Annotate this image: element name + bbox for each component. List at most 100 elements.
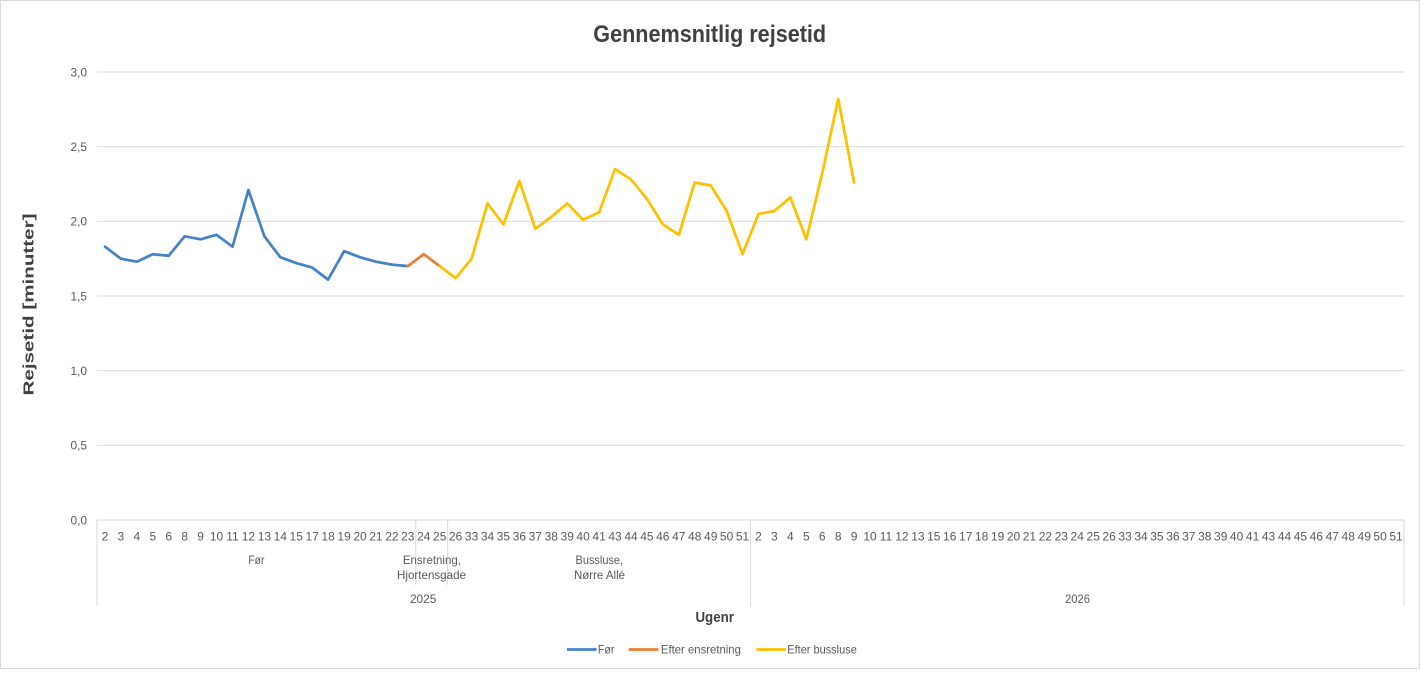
svg-text:2,5: 2,5 [71,140,88,154]
svg-text:37: 37 [529,530,543,544]
svg-text:2: 2 [755,530,762,544]
svg-text:Hjortensgade: Hjortensgade [397,568,466,582]
svg-text:48: 48 [688,530,702,544]
svg-text:5: 5 [149,530,156,544]
svg-text:47: 47 [1326,530,1340,544]
svg-text:22: 22 [385,530,399,544]
svg-text:6: 6 [819,530,826,544]
svg-text:0,0: 0,0 [71,513,88,527]
svg-text:51: 51 [1389,530,1403,544]
svg-text:43: 43 [608,530,622,544]
svg-text:3: 3 [118,530,125,544]
svg-text:35: 35 [497,530,511,544]
svg-text:41: 41 [592,530,606,544]
svg-text:9: 9 [851,530,858,544]
svg-text:36: 36 [513,530,527,544]
svg-text:15: 15 [927,530,941,544]
svg-text:20: 20 [353,530,367,544]
svg-text:19: 19 [337,530,351,544]
svg-text:4: 4 [133,530,140,544]
svg-text:2,0: 2,0 [71,215,88,229]
svg-text:23: 23 [401,530,415,544]
svg-text:11: 11 [880,530,893,544]
svg-text:34: 34 [481,530,495,544]
svg-text:1,0: 1,0 [71,364,88,378]
svg-text:38: 38 [545,530,559,544]
svg-text:26: 26 [449,530,463,544]
svg-text:50: 50 [720,530,734,544]
svg-text:35: 35 [1150,530,1164,544]
svg-text:44: 44 [1278,530,1292,544]
svg-text:3,0: 3,0 [71,65,88,79]
svg-text:39: 39 [561,530,575,544]
svg-text:10: 10 [863,530,877,544]
svg-text:Før: Før [248,553,264,567]
svg-text:49: 49 [704,530,718,544]
svg-text:47: 47 [672,530,686,544]
svg-text:2025: 2025 [410,592,437,606]
svg-text:2026: 2026 [1065,592,1090,606]
svg-text:3: 3 [771,530,778,544]
svg-text:Rejsetid [minutter]: Rejsetid [minutter] [21,214,38,396]
svg-text:22: 22 [1039,530,1053,544]
svg-text:Ugenr: Ugenr [695,610,734,626]
svg-text:6: 6 [165,530,172,544]
svg-text:15: 15 [290,530,304,544]
svg-text:17: 17 [306,530,320,544]
svg-text:18: 18 [321,530,335,544]
svg-text:18: 18 [975,530,989,544]
svg-text:39: 39 [1214,530,1228,544]
svg-text:45: 45 [1294,530,1308,544]
svg-text:16: 16 [943,530,957,544]
svg-text:5: 5 [803,530,810,544]
svg-text:43: 43 [1262,530,1276,544]
svg-text:10: 10 [210,530,224,544]
svg-text:8: 8 [181,530,188,544]
svg-text:37: 37 [1182,530,1196,544]
svg-text:24: 24 [417,530,431,544]
svg-text:46: 46 [1310,530,1324,544]
svg-text:33: 33 [1118,530,1132,544]
svg-text:Gennemsnitlig rejsetid: Gennemsnitlig rejsetid [593,21,826,48]
svg-text:14: 14 [274,530,288,544]
svg-text:1,5: 1,5 [71,289,88,303]
svg-text:21: 21 [1023,530,1037,544]
svg-text:12: 12 [895,530,909,544]
svg-text:12: 12 [242,530,256,544]
svg-text:48: 48 [1342,530,1356,544]
svg-text:26: 26 [1102,530,1116,544]
svg-text:4: 4 [787,530,794,544]
svg-text:25: 25 [1087,530,1101,544]
svg-text:24: 24 [1071,530,1085,544]
svg-text:21: 21 [369,530,383,544]
svg-text:50: 50 [1373,530,1387,544]
svg-text:Nørre Allé: Nørre Allé [574,568,625,582]
svg-text:40: 40 [1230,530,1244,544]
svg-text:40: 40 [576,530,590,544]
svg-text:45: 45 [640,530,654,544]
svg-text:Efter ensretning: Efter ensretning [661,643,741,657]
svg-text:23: 23 [1055,530,1069,544]
svg-text:44: 44 [624,530,638,544]
svg-text:Før: Før [598,643,615,657]
svg-text:33: 33 [465,530,479,544]
svg-text:Ensretning,: Ensretning, [403,553,461,567]
svg-text:13: 13 [258,530,272,544]
svg-text:49: 49 [1358,530,1372,544]
svg-text:13: 13 [911,530,925,544]
svg-text:Bussluse,: Bussluse, [576,553,624,567]
svg-text:17: 17 [959,530,973,544]
svg-text:11: 11 [226,530,239,544]
svg-text:0,5: 0,5 [71,439,88,453]
svg-text:46: 46 [656,530,670,544]
svg-text:38: 38 [1198,530,1212,544]
svg-text:20: 20 [1007,530,1021,544]
svg-text:19: 19 [991,530,1005,544]
svg-text:25: 25 [433,530,447,544]
svg-text:2: 2 [102,530,109,544]
svg-text:Efter bussluse: Efter bussluse [787,643,857,657]
svg-text:8: 8 [835,530,842,544]
svg-text:34: 34 [1134,530,1148,544]
svg-text:36: 36 [1166,530,1180,544]
svg-text:41: 41 [1246,530,1260,544]
